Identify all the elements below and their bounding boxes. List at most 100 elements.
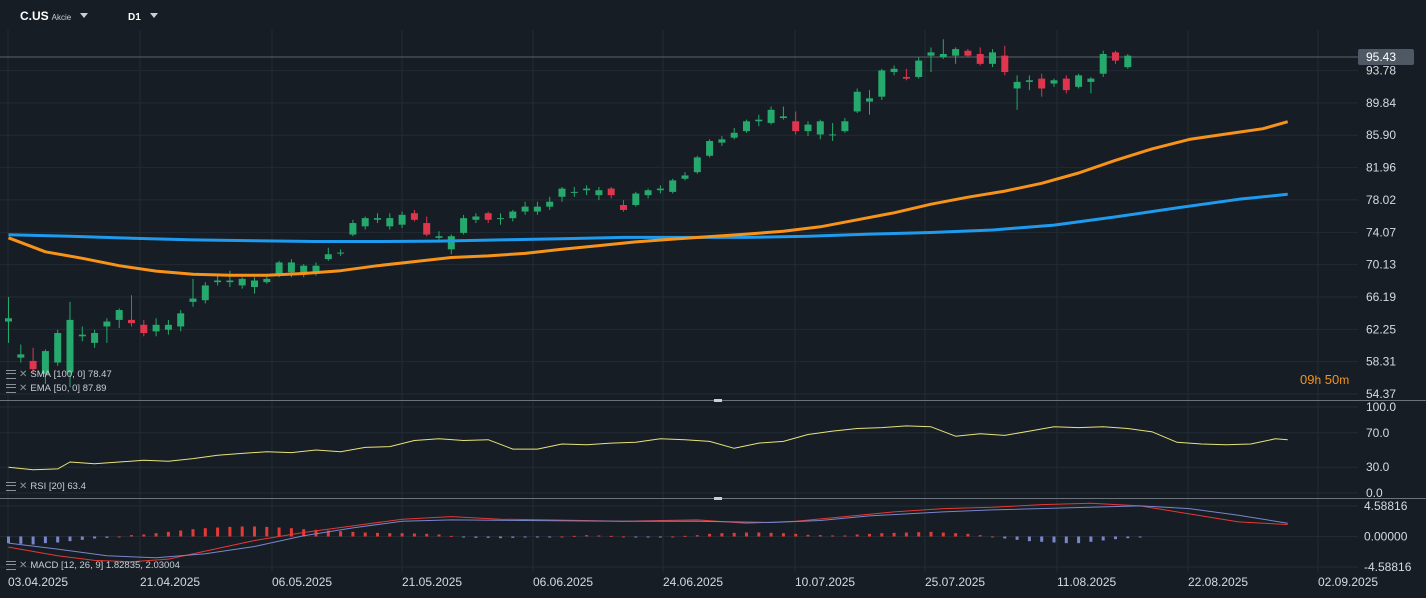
macd-histogram-bar: [904, 532, 908, 537]
candle-body: [1099, 54, 1107, 74]
candle-body: [718, 139, 726, 143]
candle-body: [17, 354, 25, 358]
candle-body: [5, 318, 12, 322]
settings-list-icon[interactable]: [6, 482, 16, 491]
candle-body: [878, 70, 886, 97]
sma-value: 78.47: [87, 369, 112, 380]
sma-line: [8, 192, 1288, 243]
price-tick-label: 74.07: [1366, 225, 1396, 239]
macd-histogram-bar: [289, 528, 293, 537]
remove-icon[interactable]: ✕: [19, 560, 28, 571]
macd-histogram-bar: [1089, 536, 1093, 542]
candle-body: [1112, 52, 1119, 61]
remove-icon[interactable]: ✕: [19, 481, 28, 492]
rsi-tick-label: 0.0: [1366, 486, 1383, 500]
candle-body: [927, 52, 935, 56]
candle-body: [460, 218, 468, 233]
candle-body: [669, 180, 677, 192]
settings-list-icon[interactable]: [6, 370, 16, 379]
rsi-line: [8, 425, 1288, 471]
candle-body: [275, 262, 283, 274]
macd-histogram-bar: [609, 535, 613, 537]
date-tick-label: 03.04.2025: [8, 575, 68, 589]
date-tick-label: 02.09.2025: [1318, 575, 1378, 589]
macd-histogram-bar: [818, 535, 822, 537]
macd-histogram-bar: [757, 532, 761, 537]
symbol-selector[interactable]: C.US Akcie: [20, 9, 89, 23]
candle-body: [841, 121, 849, 132]
macd-histogram-bar: [228, 526, 232, 537]
macd-histogram-bar: [363, 532, 367, 537]
macd-histogram-bar: [1040, 536, 1044, 542]
candle-body: [238, 278, 246, 286]
candle-body: [989, 52, 996, 64]
timeframe-selector[interactable]: D1: [128, 12, 158, 23]
candle-body: [792, 121, 800, 132]
price-tick-label: 62.25: [1366, 322, 1396, 336]
candle-body: [78, 334, 86, 337]
candle-body: [349, 223, 357, 235]
macd-histogram-bar: [253, 526, 256, 537]
candle-body: [632, 193, 640, 206]
pane-resize-handle[interactable]: [714, 497, 722, 500]
macd-histogram-bar: [154, 533, 158, 537]
macd-histogram-bar: [1077, 536, 1081, 544]
macd-histogram-bar: [31, 536, 35, 545]
candle-body: [251, 280, 258, 288]
macd-histogram-bar: [781, 533, 785, 537]
macd-histogram-bar: [941, 532, 945, 537]
macd-histogram-bar: [806, 534, 810, 537]
macd-histogram-bar: [880, 533, 884, 537]
remove-icon[interactable]: ✕: [19, 383, 28, 394]
macd-histogram-bar: [1138, 536, 1142, 538]
candle-body: [324, 254, 332, 260]
instrument-type-label: Akcie: [51, 13, 72, 22]
price-tick-label: 85.90: [1366, 128, 1396, 142]
candle-body: [287, 262, 295, 273]
macd-legend: ✕ MACD [12, 26, 9] 1.82835, 2.03004: [6, 560, 180, 571]
timer-hours: 09: [1300, 372, 1315, 387]
macd-histogram-bar: [671, 536, 675, 538]
timer-hours-unit: h: [1314, 373, 1322, 387]
macd-histogram-bar: [314, 529, 318, 537]
remove-icon[interactable]: ✕: [19, 369, 28, 380]
candle-body: [410, 213, 418, 220]
candle-body: [1124, 55, 1132, 68]
macd-histogram-bar: [216, 527, 220, 537]
candle-body: [890, 68, 898, 73]
candle-body: [103, 321, 111, 327]
macd-histogram-bar: [486, 536, 490, 538]
candle-body: [386, 218, 394, 227]
macd-histogram-bar: [695, 535, 699, 537]
macd-histogram-bar: [966, 533, 970, 537]
candle-body: [1013, 81, 1021, 89]
rsi-tick-label: 100.0: [1366, 400, 1396, 414]
rsi-tick-label: 70.0: [1366, 426, 1390, 440]
macd-histogram-bar: [622, 536, 625, 538]
rsi-tick-label: 30.0: [1366, 460, 1390, 474]
macd-histogram-bar: [535, 536, 539, 538]
macd-histogram-bar: [708, 533, 712, 537]
candle-body: [583, 188, 591, 191]
macd-histogram-bar: [179, 530, 183, 537]
macd-histogram-bar: [769, 532, 773, 537]
candle-body: [177, 313, 185, 327]
macd-histogram-bar: [117, 536, 121, 538]
sma-params: [100, 0]: [53, 369, 86, 380]
settings-list-icon[interactable]: [6, 561, 16, 570]
macd-histogram-bar: [326, 530, 330, 537]
ema-legend: ✕ EMA [50, 0] 87.89: [6, 383, 106, 394]
candle-body: [804, 124, 812, 132]
settings-list-icon[interactable]: [6, 384, 16, 393]
timer-minutes-unit: m: [1339, 373, 1350, 387]
price-tick-label: 78.02: [1366, 193, 1396, 207]
candle-body: [1050, 80, 1058, 84]
candle-body: [164, 324, 172, 330]
macd-histogram-bar: [19, 536, 23, 544]
macd-histogram-bar: [130, 535, 133, 537]
price-tick-label: 66.19: [1366, 290, 1396, 304]
candle-body: [533, 206, 541, 212]
pane-resize-handle[interactable]: [714, 399, 722, 402]
macd-histogram-bar: [1052, 536, 1056, 543]
